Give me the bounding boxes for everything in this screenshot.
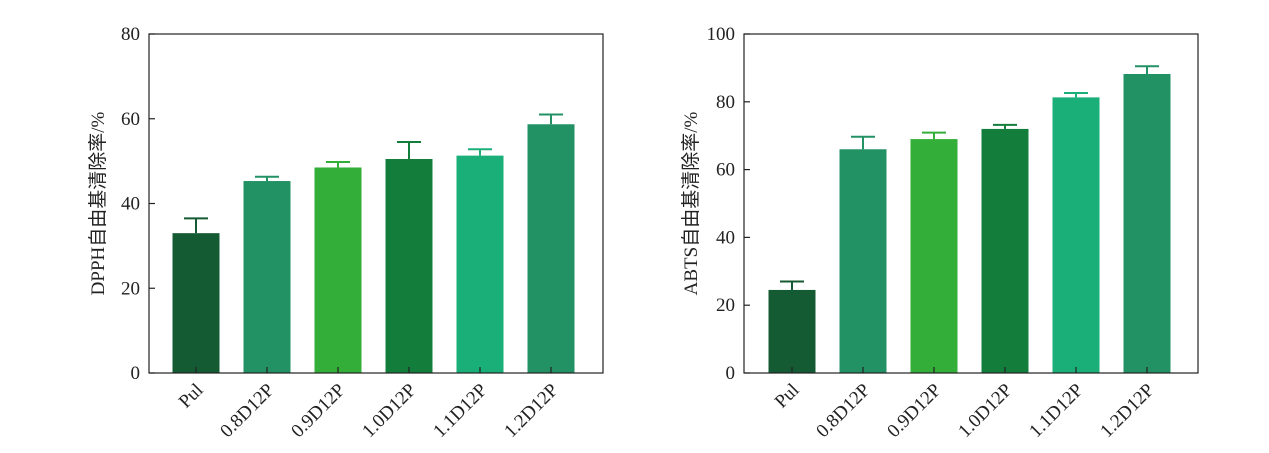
y-tick-label: 0: [131, 363, 141, 384]
x-tick-label-1.0D12P: 1.0D12P: [358, 380, 420, 442]
error-bar-0.9D12P: [326, 160, 350, 168]
x-tick-label-Pul: Pul: [175, 380, 208, 413]
y-tick-label: 40: [121, 194, 140, 215]
x-tick-label-1.1D12P: 1.1D12P: [429, 380, 491, 442]
error-bar-1.1D12P: [468, 148, 492, 156]
bar-1.0D12P: [385, 159, 433, 373]
error-bar-1.0D12P: [397, 141, 421, 160]
dpph-chart: 0 20 40 60 80 Pul 0.8D12P 0.9D12P 1.0D12P 1.1D12P…: [87, 24, 604, 442]
x-tick-label-1.2D12P: 1.2D12P: [500, 380, 562, 442]
y-tick-label: 0: [726, 363, 736, 384]
bar-0.8D12P: [243, 181, 291, 373]
bar-0.8D12P: [839, 149, 887, 373]
error-bar-1.1D12P: [1064, 91, 1088, 98]
bar-1.1D12P: [456, 155, 504, 373]
y-tick-label: 60: [121, 109, 140, 130]
x-tick-label-1.1D12P: 1.1D12P: [1025, 380, 1087, 442]
x-tick-label-0.8D12P: 0.8D12P: [216, 380, 278, 442]
x-tick-label-1.0D12P: 1.0D12P: [954, 380, 1016, 442]
abts-chart: 0 20 40 60 80 100 Pul 0.8D12P 0.9D12P 1.0D12P 1.1D…: [680, 24, 1199, 442]
error-bar-Pul: [184, 217, 208, 234]
x-tick-label-0.8D12P: 0.8D12P: [812, 380, 874, 442]
x-tick-label-0.9D12P: 0.9D12P: [287, 380, 349, 442]
error-bar-Pul: [780, 280, 804, 290]
bar-1.2D12P: [1123, 74, 1171, 373]
error-bar-1.2D12P: [1135, 65, 1159, 75]
x-tick-label-Pul: Pul: [771, 380, 804, 413]
y-tick-label: 20: [716, 295, 735, 316]
error-bar-0.8D12P: [255, 175, 279, 182]
x-tick-label-0.9D12P: 0.9D12P: [883, 380, 945, 442]
y-tick-label: 40: [716, 227, 735, 248]
error-bar-0.9D12P: [922, 131, 946, 140]
x-tick-label-1.2D12P: 1.2D12P: [1096, 380, 1158, 442]
plot-frame: [743, 33, 1199, 374]
y-tick-label: 80: [716, 92, 735, 113]
error-bar-1.2D12P: [539, 113, 563, 125]
y-tick-label: 20: [121, 278, 140, 299]
error-bar-0.8D12P: [851, 135, 875, 150]
bar-Pul: [172, 233, 220, 373]
y-axis-title: DPPH自由基清除率/%: [87, 111, 109, 295]
y-tick-label: 100: [707, 24, 736, 45]
bar-0.9D12P: [910, 139, 958, 373]
bar-1.0D12P: [981, 128, 1029, 373]
bar-0.9D12P: [314, 167, 362, 373]
y-axis-title: ABTS自由基清除率/%: [680, 111, 702, 295]
bar-Pul: [768, 289, 816, 373]
y-tick-label: 80: [121, 24, 140, 45]
error-bar-1.0D12P: [993, 123, 1017, 129]
bar-1.2D12P: [527, 124, 575, 373]
y-tick-label: 60: [716, 160, 735, 181]
bar-1.1D12P: [1052, 97, 1100, 373]
